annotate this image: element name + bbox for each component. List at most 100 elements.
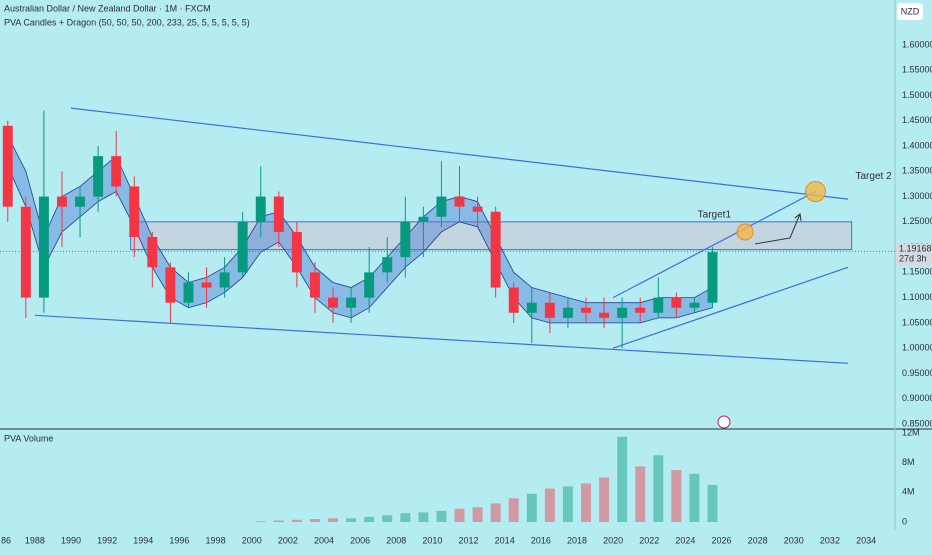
- x-tick-label: 1988: [25, 535, 45, 545]
- target-circle: [736, 223, 754, 241]
- x-tick-label: 86: [1, 535, 11, 545]
- y-tick-label: 1.00000: [902, 343, 932, 353]
- y-tick-label: 1.60000: [902, 39, 932, 49]
- x-tick-label: 2030: [784, 535, 804, 545]
- target-label: Target1: [698, 210, 732, 221]
- trendline: [34, 314, 849, 364]
- x-tick-label: 2004: [314, 535, 334, 545]
- candle-body: [635, 307, 646, 313]
- candle-body: [291, 231, 302, 273]
- volume-bar: [273, 520, 284, 523]
- candle-body: [165, 267, 176, 303]
- y-tick-label: 1.55000: [902, 65, 932, 75]
- y-tick-label: 1.05000: [902, 317, 932, 327]
- candle-body: [490, 211, 501, 288]
- target-circle: [804, 181, 826, 203]
- x-tick-label: 2026: [712, 535, 732, 545]
- candle-body: [526, 302, 537, 313]
- candle-body: [273, 196, 284, 232]
- x-tick-label: 1998: [206, 535, 226, 545]
- candle-body: [653, 297, 664, 313]
- x-tick-label: 1992: [97, 535, 117, 545]
- last-price: 1.19168: [899, 244, 932, 254]
- volume-bar: [436, 510, 447, 523]
- candle-body: [147, 236, 158, 268]
- volume-tick-label: 12M: [902, 427, 920, 437]
- candle-body: [418, 216, 429, 222]
- candle-body: [436, 196, 447, 217]
- trendline: [612, 190, 816, 299]
- x-tick-label: 2014: [495, 535, 515, 545]
- candle-body: [689, 302, 700, 308]
- volume-bar: [562, 486, 573, 523]
- candle-body: [93, 156, 104, 197]
- volume-bar: [490, 503, 501, 523]
- candle-body: [57, 196, 67, 207]
- candle-body: [346, 297, 357, 308]
- volume-bar: [454, 508, 465, 523]
- x-tick-label: 1990: [61, 535, 81, 545]
- currency-badge[interactable]: [897, 3, 923, 20]
- candle-body: [201, 282, 212, 288]
- volume-tick-label: 8M: [902, 457, 915, 467]
- target-label: Target 2: [855, 171, 892, 182]
- candle-body: [599, 312, 610, 318]
- x-tick-label: 1996: [169, 535, 189, 545]
- candle-body: [671, 297, 682, 308]
- candle-body: [328, 297, 338, 308]
- x-tick-label: 2020: [603, 535, 623, 545]
- volume-tick-label: 4M: [902, 487, 915, 497]
- chart-title: Australian Dollar / New Zealand Dollar ·…: [4, 3, 211, 13]
- x-tick-label: 2002: [278, 535, 298, 545]
- x-tick-label: 2022: [639, 535, 659, 545]
- projection-arrow: [754, 213, 801, 245]
- candle-body: [111, 156, 122, 187]
- x-tick-label: 2016: [531, 535, 551, 545]
- x-tick-label: 1994: [133, 535, 153, 545]
- candle-body: [454, 196, 465, 207]
- candle-body: [20, 206, 31, 298]
- volume-bar: [255, 521, 266, 523]
- x-tick-label: 2028: [748, 535, 768, 545]
- y-tick-label: 1.25000: [902, 216, 932, 226]
- x-tick-label: 2024: [675, 535, 695, 545]
- candle-body: [75, 196, 86, 207]
- y-tick-label: 1.45000: [902, 115, 932, 125]
- y-tick-label: 0.95000: [902, 368, 932, 378]
- candle-body: [562, 307, 573, 318]
- candle-body: [237, 221, 248, 273]
- volume-bar: [544, 488, 555, 523]
- candle-body: [508, 287, 519, 313]
- x-tick-label: 2012: [459, 535, 479, 545]
- trendline: [70, 107, 849, 200]
- candle-body: [581, 307, 591, 313]
- y-tick-label: 1.15000: [902, 267, 932, 277]
- trendline: [612, 266, 849, 349]
- volume-bar: [617, 436, 628, 523]
- candle-body: [2, 125, 13, 207]
- currency[interactable]: NZD: [901, 6, 920, 16]
- y-tick-label: 0.85000: [902, 418, 932, 428]
- volume-bar: [418, 512, 429, 523]
- x-tick-label: 2018: [567, 535, 587, 545]
- last-price-badge: [896, 243, 932, 266]
- candle-body: [400, 221, 411, 258]
- candle-body: [129, 186, 140, 237]
- y-tick-label: 1.35000: [902, 166, 932, 176]
- volume-bar: [653, 455, 664, 523]
- volume-bar: [526, 493, 537, 523]
- volume-bar: [291, 519, 302, 523]
- candle-body: [38, 196, 49, 298]
- event-icon[interactable]: [717, 415, 731, 429]
- candle-body: [707, 252, 718, 303]
- x-tick-label: 2010: [422, 535, 442, 545]
- volume-bar: [581, 483, 591, 523]
- candle-body: [309, 272, 320, 298]
- candle-body: [617, 307, 628, 318]
- candle-body: [219, 272, 230, 288]
- countdown: 27d 3h: [899, 254, 927, 264]
- volume-bar: [382, 515, 393, 523]
